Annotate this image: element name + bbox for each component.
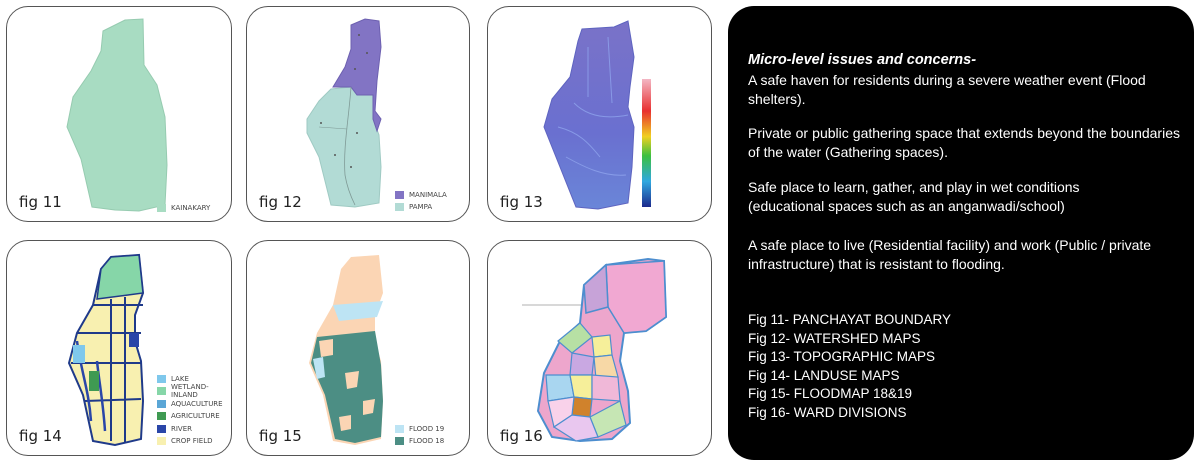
caption: Fig 12- WATERSHED MAPS [748,330,921,346]
fig-label: fig 15 [259,427,302,445]
landuse-map [67,253,145,447]
legend-swatch [157,387,166,395]
figure-card-14: fig 14 LAKE WETLAND-INLAND AQUACULTURE A… [6,240,232,456]
legend: KAINAKARY [157,202,210,215]
place-dots [320,34,368,168]
ward-divisions-map [522,257,668,443]
figure-captions: Fig 11- PANCHAYAT BOUNDARY Fig 12- WATER… [748,311,951,423]
figure-card-11: fig 11 KAINAKARY [6,6,232,222]
caption: Fig 14- LANDUSE MAPS [748,367,900,383]
legend-item: FLOOD 19 [395,423,444,434]
figure-card-16: fig 16 [487,240,712,456]
figure-card-15: fig 15 FLOOD 19 FLOOD 18 [246,240,470,456]
legend-swatch [157,412,166,420]
legend-text: MANIMALA [409,190,447,199]
legend-swatch [157,203,166,212]
flood-map [309,255,383,445]
caption: Fig 16- WARD DIVISIONS [748,404,907,420]
legend-text: PAMPA [409,203,433,211]
legend: MANIMALA PAMPA [395,189,447,214]
legend-text: WETLAND-INLAND [171,383,209,399]
legend-text: FLOOD 18 [409,437,445,445]
panel-heading: Micro-level issues and concerns- [748,52,977,68]
fig-label: fig 12 [259,193,302,211]
legend-text: FLOOD 19 [409,424,445,433]
fig-label: fig 14 [19,427,62,445]
panel-paragraph: A safe place to live (Residential facili… [748,237,1152,272]
figure-card-12: fig 12 MANIMALA PAMPA [246,6,470,222]
legend-text: CROP FIELD [171,437,213,445]
caption: Fig 11- PANCHAYAT BOUNDARY [748,312,952,327]
legend-item: AGRICULTURE [157,411,231,422]
legend-item: FLOOD 18 [395,436,444,447]
legend-text: LAKE [171,374,189,383]
legend-swatch [395,437,404,445]
legend-text: RIVER [171,424,193,433]
topographic-map [543,20,651,210]
legend: LAKE WETLAND-INLAND AQUACULTURE AGRICULT… [157,373,231,448]
panel-paragraph: Private or public gathering space that e… [748,125,1180,160]
panchayat-boundary-map [66,18,168,212]
legend-text: AQUACULTURE [171,399,223,408]
legend-swatch [157,399,166,408]
legend-swatch [395,203,404,211]
legend-text: KAINAKARY [171,203,211,212]
legend-item: KAINAKARY [157,202,210,213]
legend-item: AQUACULTURE [157,398,231,409]
panel-paragraph: Safe place to learn, gather, and play in… [748,179,1080,214]
legend-item: LAKE [157,373,231,384]
legend-item: CROP FIELD [157,436,231,447]
watershed-map [306,18,382,208]
legend-swatch [157,374,166,383]
legend-item: PAMPA [395,202,447,213]
legend-swatch [157,437,166,445]
legend-swatch [395,190,404,199]
legend-text: AGRICULTURE [171,412,220,420]
figure-card-13: fig 13 [487,6,712,222]
legend: FLOOD 19 FLOOD 18 [395,423,444,448]
fig-label: fig 16 [500,427,543,445]
description-panel: Micro-level issues and concerns- A safe … [728,6,1194,460]
panel-paragraph: A safe haven for residents during a seve… [748,72,1146,107]
caption: Fig 13- TOPOGRAPHIC MAPS [748,349,936,365]
fig-label: fig 13 [500,193,543,211]
fig-label: fig 11 [19,193,62,211]
caption: Fig 15- FLOODMAP 18&19 [748,386,913,402]
legend-item: MANIMALA [395,189,447,200]
legend-swatch [157,424,166,433]
legend-item: RIVER [157,423,231,434]
elevation-scale [642,79,651,207]
legend-item: WETLAND-INLAND [157,383,231,399]
legend-swatch [395,424,404,433]
